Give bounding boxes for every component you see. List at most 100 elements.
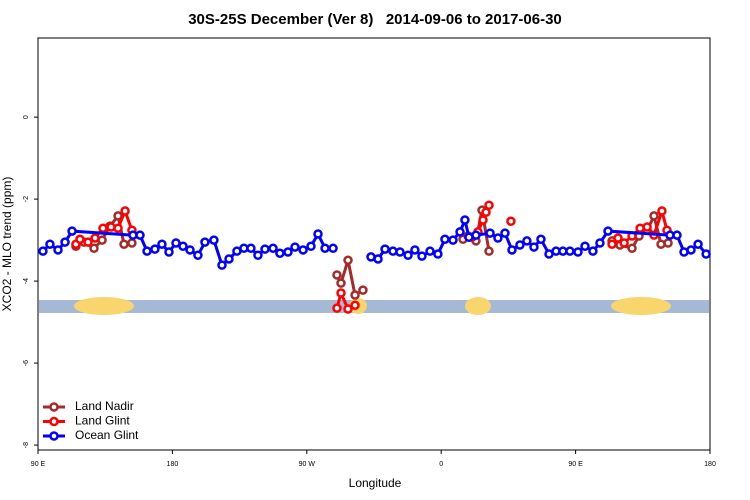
point	[350, 300, 360, 311]
point	[178, 241, 188, 252]
y-tick-label: 0	[23, 115, 30, 119]
point	[113, 223, 123, 233]
point	[193, 250, 203, 261]
surface-band	[39, 297, 709, 315]
point	[607, 239, 617, 249]
point	[253, 250, 263, 261]
point	[328, 243, 338, 254]
point	[460, 215, 470, 225]
point	[343, 304, 353, 314]
point	[701, 249, 711, 259]
point	[433, 249, 443, 259]
point	[53, 245, 63, 255]
point	[283, 247, 293, 257]
point	[358, 285, 368, 295]
point	[164, 247, 174, 257]
x-tick-label: 0	[439, 461, 443, 468]
legend-marker	[49, 431, 59, 441]
land-patch	[465, 297, 491, 315]
legend-marker	[49, 402, 59, 412]
y-tick-label: -6	[23, 360, 30, 366]
point	[246, 243, 256, 254]
point	[119, 239, 129, 249]
point	[455, 227, 465, 237]
point	[89, 243, 99, 254]
point	[529, 242, 539, 252]
point	[320, 243, 330, 254]
point	[142, 246, 152, 256]
point	[209, 235, 219, 245]
point	[580, 241, 590, 252]
point	[224, 254, 234, 264]
point	[336, 278, 346, 288]
point	[471, 230, 481, 240]
point	[417, 251, 427, 261]
point	[506, 216, 516, 226]
point	[484, 246, 494, 256]
x-tick-label: 90 E	[568, 461, 583, 468]
point	[478, 215, 488, 225]
y-axis-label: XCO2 - MLO trend (ppm)	[0, 177, 14, 312]
point	[603, 226, 613, 236]
point	[38, 246, 48, 256]
point	[448, 235, 458, 245]
point	[493, 233, 503, 243]
point	[275, 248, 285, 258]
point	[686, 245, 696, 255]
point	[613, 233, 623, 243]
point	[440, 234, 450, 245]
point	[619, 238, 629, 248]
point	[627, 243, 637, 254]
point	[663, 238, 673, 248]
point	[410, 245, 420, 255]
point	[185, 245, 195, 255]
plot-frame	[37, 37, 711, 451]
point	[336, 288, 346, 298]
point	[522, 236, 532, 246]
x-tick-label: 180	[704, 461, 716, 468]
point	[395, 247, 405, 257]
point	[588, 246, 598, 256]
point	[67, 226, 77, 236]
point	[217, 260, 227, 270]
y-tick-label: -8	[23, 442, 30, 448]
point	[500, 228, 510, 238]
point	[380, 244, 390, 254]
point	[565, 246, 575, 256]
legend-label: Ocean Glint	[75, 428, 139, 442]
legend-label: Land Glint	[75, 414, 130, 428]
point	[313, 229, 323, 239]
point	[45, 239, 55, 249]
x-tick-label: 180	[167, 461, 179, 468]
point	[332, 303, 342, 313]
point	[150, 244, 160, 254]
point	[268, 243, 278, 254]
point	[672, 230, 682, 240]
point	[657, 206, 667, 216]
x-tick-label: 90 E	[31, 461, 46, 468]
point	[200, 237, 210, 247]
point	[127, 238, 137, 248]
y-tick-label: -2	[23, 196, 30, 202]
point	[171, 238, 181, 248]
point	[693, 239, 703, 249]
point	[260, 244, 270, 254]
point	[90, 233, 100, 243]
point	[573, 247, 583, 257]
point	[536, 234, 546, 245]
point	[98, 223, 108, 233]
point	[343, 255, 353, 265]
point	[290, 242, 300, 252]
point	[507, 245, 517, 255]
y-tick-label: -4	[23, 278, 30, 284]
point	[642, 222, 652, 232]
point	[298, 245, 308, 255]
point	[425, 246, 435, 256]
point	[403, 250, 413, 261]
point	[373, 254, 383, 264]
x-axis-label: Longitude	[349, 476, 402, 490]
point	[484, 200, 494, 211]
point	[83, 237, 93, 247]
land-patch	[611, 297, 671, 315]
